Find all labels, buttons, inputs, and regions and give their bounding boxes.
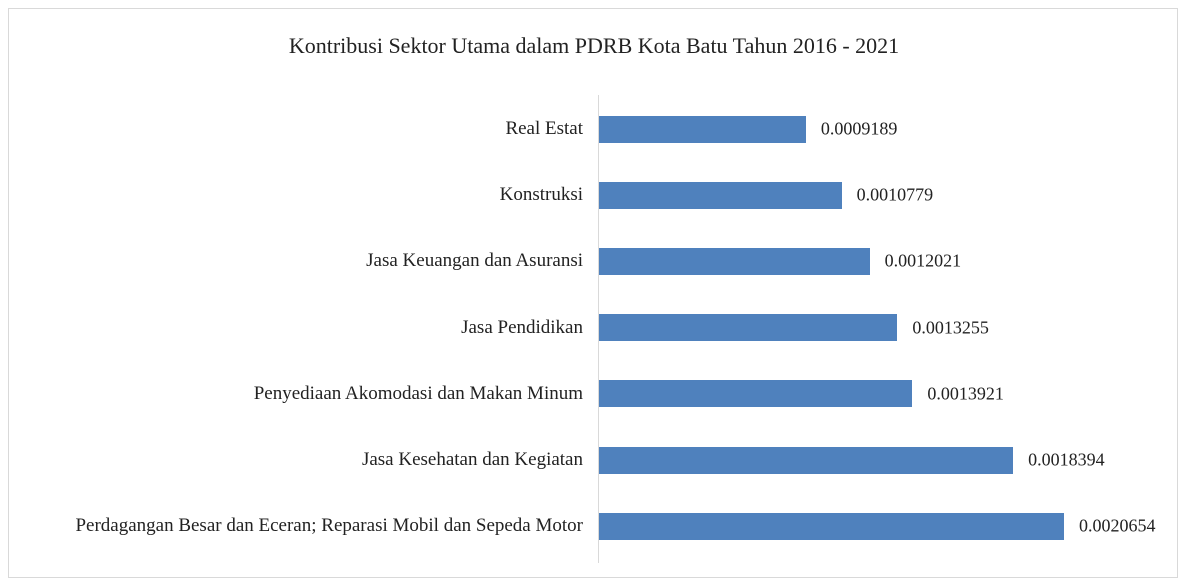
y-tick-label: Jasa Kesehatan dan Kegiatan bbox=[361, 449, 583, 470]
y-tick-label: Penyediaan Akomodasi dan Makan Minum bbox=[253, 382, 583, 404]
category-axis bbox=[598, 95, 599, 563]
bar bbox=[599, 314, 898, 342]
y-tick-label: Real Estat bbox=[505, 118, 583, 139]
chart-title: Kontribusi Sektor Utama dalam PDRB Kota … bbox=[288, 33, 900, 58]
chart: Kontribusi Sektor Utama dalam PDRB Kota … bbox=[8, 8, 1178, 578]
y-tick-label: Jasa Keuangan dan Asuransi bbox=[366, 250, 583, 272]
bar bbox=[599, 247, 870, 275]
y-tick-label: Konstruksi bbox=[499, 184, 583, 206]
bar bbox=[599, 181, 842, 209]
bar bbox=[599, 446, 1014, 474]
data-label: 0.0012021 bbox=[884, 250, 962, 271]
data-label: 0.0013255 bbox=[912, 317, 989, 338]
data-label: 0.0013921 bbox=[927, 383, 1004, 404]
data-label: 0.0009189 bbox=[820, 118, 898, 139]
bar bbox=[599, 512, 1064, 540]
data-label: 0.0018394 bbox=[1028, 449, 1105, 470]
y-tick-label: Perdagangan Besar dan Eceran; Reparasi M… bbox=[75, 515, 583, 537]
y-tick-label: Jasa Pendidikan bbox=[461, 316, 583, 338]
data-label: 0.0020654 bbox=[1079, 515, 1156, 536]
bar bbox=[599, 115, 806, 143]
bar bbox=[599, 380, 913, 408]
data-label: 0.0010779 bbox=[856, 184, 934, 205]
